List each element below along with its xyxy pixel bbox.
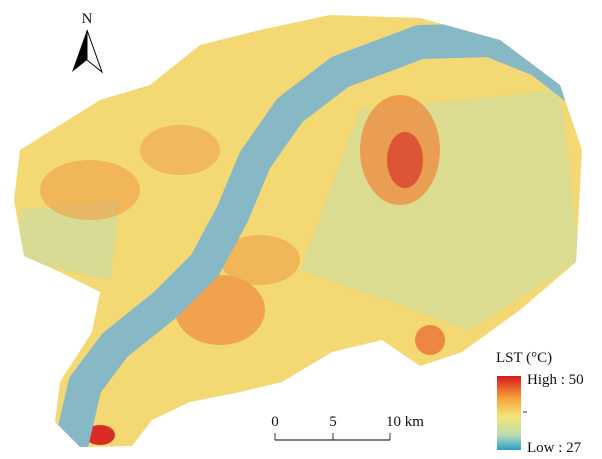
north-arrow-left	[72, 30, 87, 72]
north-arrow: N	[72, 11, 102, 72]
legend-high: High : 50	[527, 372, 584, 388]
scale-label: 0	[271, 414, 279, 430]
legend-ramp	[497, 376, 521, 450]
legend-low: Low : 27	[527, 440, 582, 456]
north-arrow-right	[87, 30, 102, 72]
scale-label: 5	[329, 414, 337, 430]
legend: LST (°C) High : 50 Low : 27	[496, 350, 584, 456]
scale-label: 10 km	[386, 414, 424, 430]
map: N 0 5 10 km LST (°C) High : 50 Low : 27	[0, 0, 602, 459]
legend-title: LST (°C)	[496, 350, 552, 366]
north-label: N	[82, 11, 93, 27]
scale-bar: 0 5 10 km	[271, 414, 424, 440]
